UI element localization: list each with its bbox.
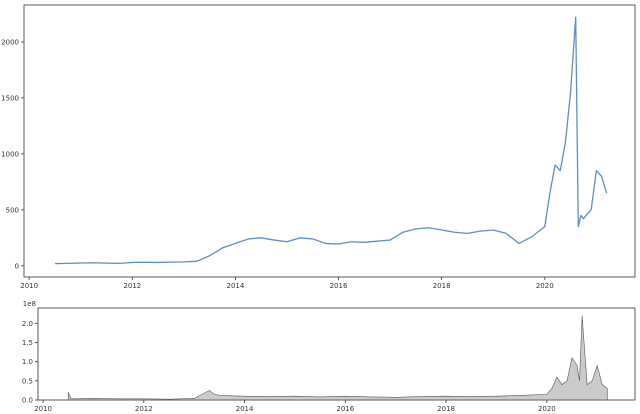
volume-x-tick-label: 2018 bbox=[437, 405, 455, 413]
volume-series-area bbox=[67, 315, 608, 401]
price-y-tick-label: 500 bbox=[6, 206, 19, 214]
price-y-tick-label: 1500 bbox=[1, 94, 19, 102]
volume-x-tick-label: 2016 bbox=[336, 405, 354, 413]
price-x-tick-label: 2012 bbox=[123, 282, 141, 290]
volume-y-tick-label: 1.5 bbox=[22, 339, 33, 347]
volume-y-tick-label: 0.5 bbox=[22, 377, 33, 385]
price-x-tick-label: 2014 bbox=[226, 282, 244, 290]
price-x-tick-label: 2018 bbox=[433, 282, 451, 290]
price-x-tick-label: 2016 bbox=[330, 282, 348, 290]
price-y-tick-label: 0 bbox=[15, 262, 19, 270]
volume-x-tick-label: 2014 bbox=[236, 405, 254, 413]
volume-axes-frame bbox=[37, 307, 636, 401]
price-y-tick-label: 1000 bbox=[1, 150, 19, 158]
volume-y-tick-label: 0.0 bbox=[22, 397, 33, 405]
volume-y-tick-label: 2.0 bbox=[22, 320, 33, 328]
volume-x-tick-label: 2012 bbox=[135, 405, 153, 413]
price-axes-frame bbox=[23, 4, 636, 278]
price-x-tick-label: 2010 bbox=[20, 282, 38, 290]
volume-y-tick-label: 1.0 bbox=[22, 358, 33, 366]
price-series-line bbox=[54, 16, 608, 265]
volume-y-scale-label: 1e8 bbox=[23, 300, 36, 308]
volume-x-tick-label: 2020 bbox=[538, 405, 556, 413]
volume-chart-panel: 2010 2012 2014 2016 2018 2020 0.0 0.5 1.0 1.5 2.0 1… bbox=[22, 300, 636, 413]
price-y-tick-label: 2000 bbox=[1, 38, 19, 46]
volume-x-tick-label: 2010 bbox=[34, 405, 52, 413]
price-x-tick-label: 2020 bbox=[536, 282, 554, 290]
price-chart-panel: 2010 2012 2014 2016 2018 2020 0 500 1000 1500 2000 bbox=[1, 4, 636, 290]
